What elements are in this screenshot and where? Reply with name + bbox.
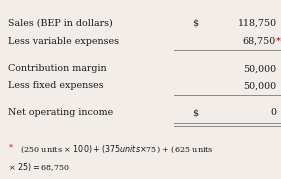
Text: (250 units × $100) + (375 units × $75) + (625 units: (250 units × $100) + (375 units × $75) +…: [20, 143, 213, 154]
Text: Sales (BEP in dollars): Sales (BEP in dollars): [8, 19, 113, 28]
Text: Less variable expenses: Less variable expenses: [8, 37, 119, 46]
Text: 68,750: 68,750: [242, 37, 275, 46]
Text: Contribution margin: Contribution margin: [8, 64, 107, 73]
Text: Less fixed expenses: Less fixed expenses: [8, 81, 104, 90]
Text: 50,000: 50,000: [244, 81, 277, 90]
Text: 50,000: 50,000: [244, 64, 277, 73]
Text: 0: 0: [271, 108, 277, 117]
Text: × $25) = $68,750: × $25) = $68,750: [8, 161, 70, 173]
Text: $: $: [192, 19, 199, 28]
Text: Net operating income: Net operating income: [8, 108, 114, 117]
Text: 118,750: 118,750: [238, 19, 277, 28]
Text: *: *: [276, 37, 281, 46]
Text: *: *: [8, 143, 12, 151]
Text: $: $: [192, 108, 199, 117]
